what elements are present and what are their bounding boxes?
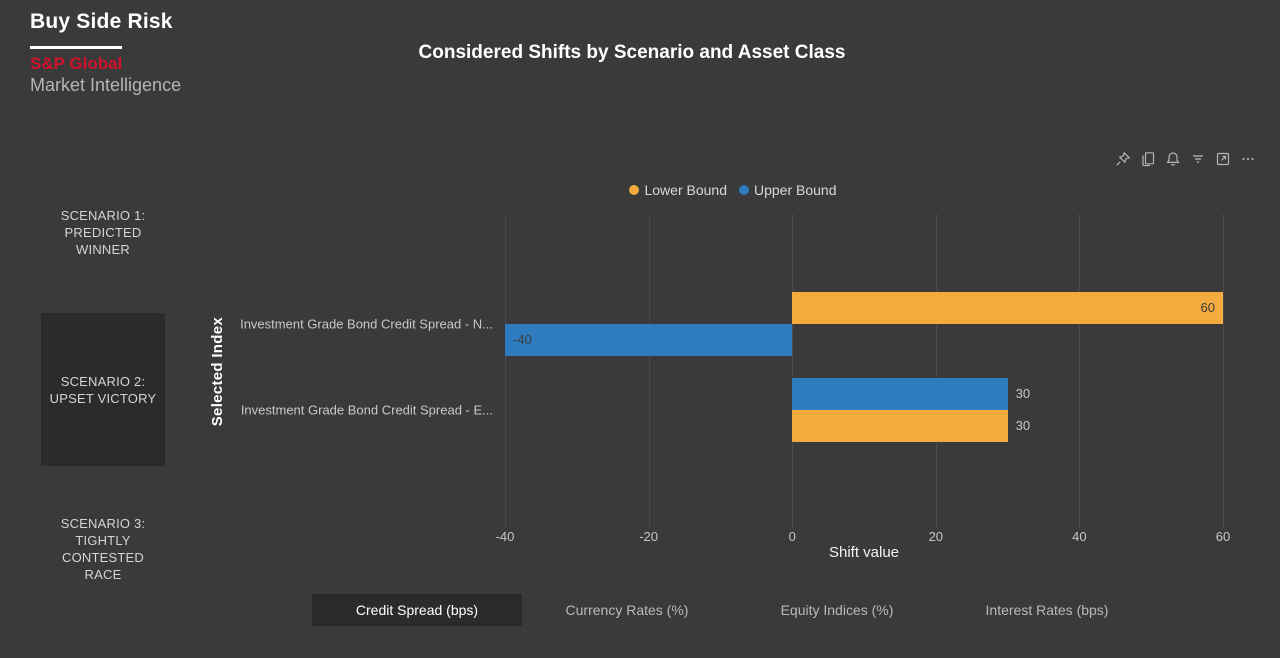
filter-icon[interactable] [1190, 151, 1206, 167]
x-axis-title: Shift value [828, 544, 900, 561]
tab-equity-indices[interactable]: Equity Indices (%) [780, 602, 894, 618]
branding-block: Buy Side Risk S&P Global Market Intellig… [30, 10, 181, 96]
tab-credit-spread-bps[interactable]: Credit Spread (bps) [312, 594, 522, 626]
gridline [792, 215, 794, 528]
bar-data-label: 60 [1200, 300, 1215, 315]
brand-company: S&P Global [30, 54, 123, 73]
chart-legend: Lower Bound Upper Bound [210, 182, 1256, 198]
scenario-button-3[interactable]: SCENARIO 3: TIGHTLY CONTESTED RACE [60, 515, 146, 582]
x-tick-label: 20 [928, 529, 944, 544]
legend-item-lower-bound[interactable]: Lower Bound [629, 182, 727, 198]
visual-header [1115, 151, 1256, 167]
category-label: Investment Grade Bond Credit Spread - N.… [240, 316, 493, 332]
x-tick-label: -40 [495, 529, 515, 544]
bar-data-label: 30 [1015, 418, 1031, 433]
pin-icon[interactable] [1115, 151, 1131, 167]
plot-area: 60 -40 30 30 [505, 215, 1224, 528]
brand-divider [30, 46, 122, 49]
gridline [1223, 215, 1224, 528]
bell-icon[interactable] [1165, 151, 1181, 167]
category-label: Investment Grade Bond Credit Spread - E.… [240, 402, 493, 418]
gridline [935, 215, 937, 528]
x-tick-label: -20 [639, 529, 658, 544]
focus-mode-icon[interactable] [1215, 151, 1231, 167]
x-tick-label: 60 [1215, 529, 1231, 544]
y-axis-title: Selected Index [208, 316, 226, 427]
tab-currency-rates[interactable]: Currency Rates (%) [565, 602, 689, 618]
bar-lower-bound[interactable] [792, 410, 1008, 442]
bar-upper-bound[interactable] [505, 324, 793, 356]
bar-lower-bound[interactable] [792, 292, 1223, 324]
scenario-button-2[interactable]: SCENARIO 2: UPSET VICTORY [41, 313, 165, 466]
tab-interest-rates-bps[interactable]: Interest Rates (bps) [985, 602, 1109, 618]
legend-item-upper-bound[interactable]: Upper Bound [739, 182, 837, 198]
legend-label: Lower Bound [644, 182, 727, 198]
gridline [505, 215, 506, 528]
bar-upper-bound[interactable] [792, 378, 1008, 410]
upper-bound-swatch [739, 185, 749, 195]
copy-icon[interactable] [1140, 151, 1156, 167]
gridline [1079, 215, 1081, 528]
brand-division: Market Intelligence [30, 75, 182, 95]
x-tick-label: 40 [1072, 529, 1087, 544]
scenario-button-1[interactable]: SCENARIO 1: PREDICTED WINNER [60, 208, 146, 257]
bar-data-label: 30 [1015, 386, 1031, 401]
legend-label: Upper Bound [754, 182, 837, 198]
bar-data-label: -40 [513, 332, 532, 347]
more-options-icon[interactable] [1240, 151, 1256, 167]
app-title: Buy Side Risk [30, 10, 173, 33]
gridline [648, 215, 650, 528]
page-title: Considered Shifts by Scenario and Asset … [418, 42, 846, 63]
asset-class-tabs: Credit Spread (bps) Currency Rates (%) Equ… [312, 594, 1152, 626]
lower-bound-swatch [629, 185, 640, 195]
x-tick-label: 0 [788, 529, 796, 544]
